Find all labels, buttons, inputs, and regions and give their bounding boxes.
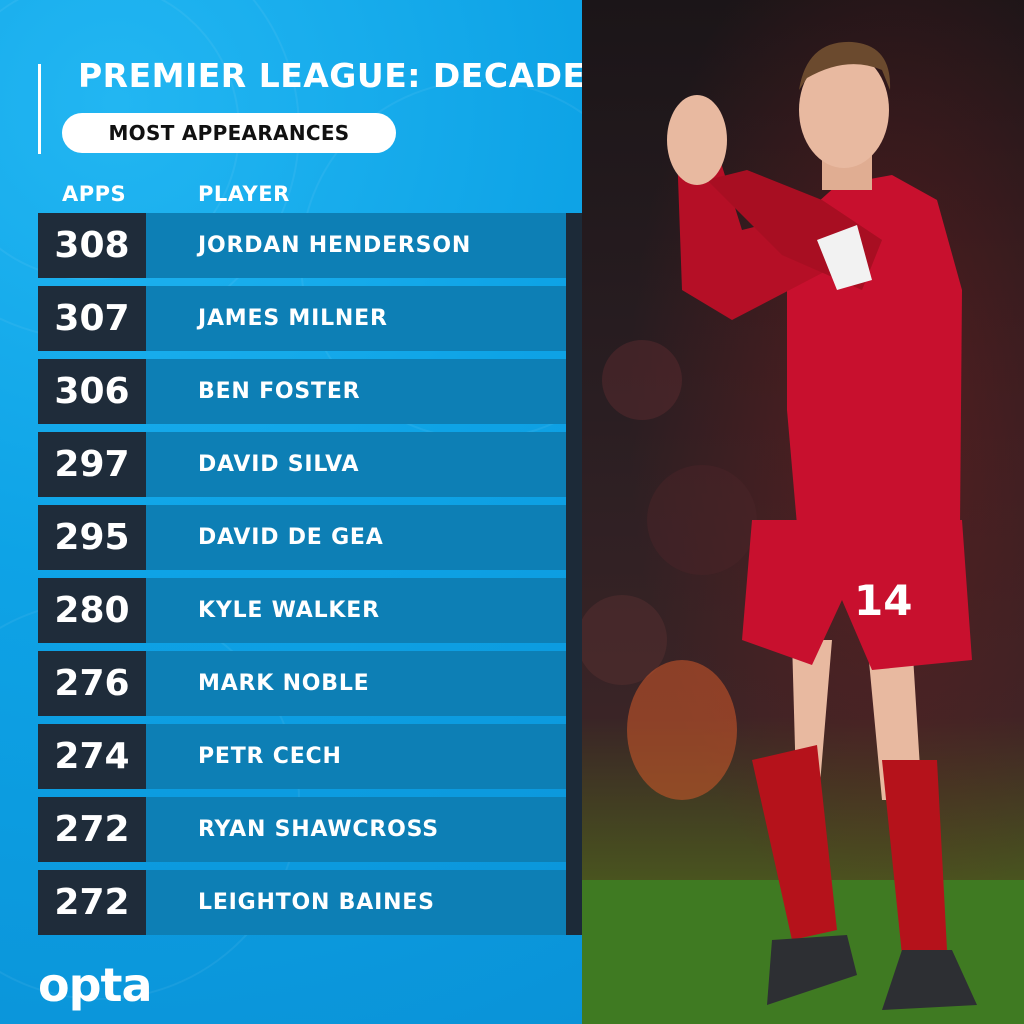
apps-value: 308 [38,213,146,278]
apps-value: 272 [38,870,146,935]
apps-value: 276 [38,651,146,716]
player-name: KYLE WALKER [146,578,566,643]
clapping-hands [667,95,727,185]
table-row: 272 RYAN SHAWCROSS [38,797,566,862]
crowd-blur [582,595,667,685]
player-name: JORDAN HENDERSON [146,213,566,278]
crowd-blur [602,340,682,420]
captain-armband [817,225,872,290]
right-boot [882,950,977,1010]
table-row: 280 KYLE WALKER [38,578,566,643]
apps-value: 306 [38,359,146,424]
left-sock [752,745,837,940]
right-sock [882,760,947,955]
player-name: DAVID SILVA [146,432,566,497]
table-row: 306 BEN FOSTER [38,359,566,424]
apps-value: 297 [38,432,146,497]
head [799,52,889,168]
player-name: RYAN SHAWCROSS [146,797,566,862]
apps-value: 272 [38,797,146,862]
apps-value: 274 [38,724,146,789]
table-row: 272 LEIGHTON BAINES [38,870,566,935]
table-row: 295 DAVID DE GEA [38,505,566,570]
player-name: BEN FOSTER [146,359,566,424]
shorts [742,520,972,670]
subtitle-text: MOST APPEARANCES [108,121,350,145]
page-title: PREMIER LEAGUE: DECADE [78,56,582,95]
player-name: LEIGHTON BAINES [146,870,566,935]
hair [799,41,891,90]
apps-value: 307 [38,286,146,351]
table-row: 308 JORDAN HENDERSON [38,213,566,278]
appearances-table: 308 JORDAN HENDERSON 307 JAMES MILNER 30… [38,213,566,943]
player-name: MARK NOBLE [146,651,566,716]
infographic-panel: PREMIER LEAGUE: DECADE MOST APPEARANCES … [0,0,582,1024]
player-illustration: 14 [582,41,1024,1024]
subtitle-pill: MOST APPEARANCES [62,113,396,153]
player-name: JAMES MILNER [146,286,566,351]
crowd-blur [647,465,757,575]
apps-value: 295 [38,505,146,570]
shirt-number: 14 [854,576,912,625]
player-photo: 14 [582,0,1024,1024]
column-header-player: PLAYER [198,182,290,206]
left-boot [767,935,857,1005]
opta-logo: opta [38,958,153,1012]
table-row: 274 PETR CECH [38,724,566,789]
column-header-apps: APPS [62,182,127,206]
apps-value: 280 [38,578,146,643]
table-row: 276 MARK NOBLE [38,651,566,716]
title-accent-bar [38,64,41,154]
steward-blur [627,660,737,800]
player-name: PETR CECH [146,724,566,789]
table-row: 307 JAMES MILNER [38,286,566,351]
table-row: 297 DAVID SILVA [38,432,566,497]
player-name: DAVID DE GEA [146,505,566,570]
